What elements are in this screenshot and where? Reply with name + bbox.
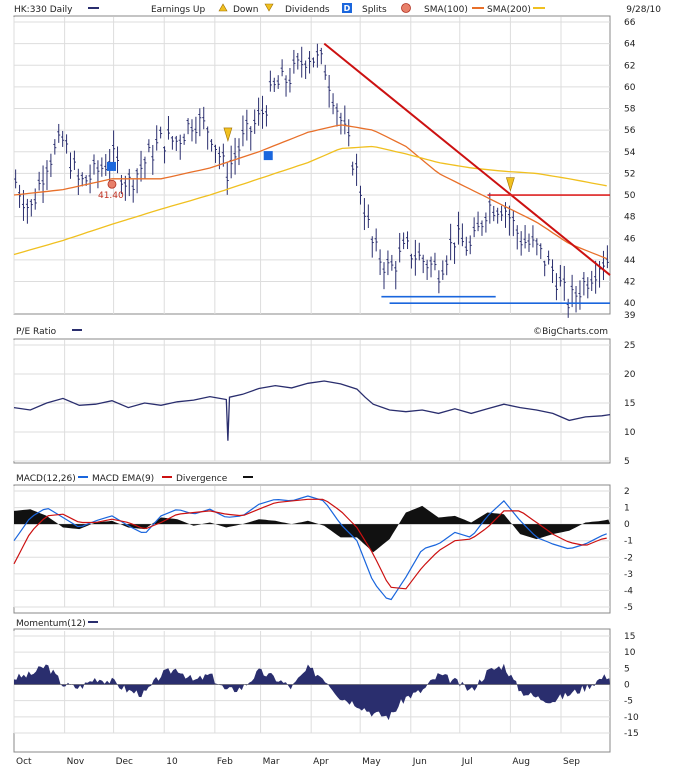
macd-y-tick-label: -3 xyxy=(624,570,633,580)
legend-down: Down xyxy=(233,5,259,15)
gridlines xyxy=(13,17,610,734)
price-y-tick-label: 54 xyxy=(624,148,636,158)
macd-panel-title: MACD(12,26) xyxy=(16,474,76,484)
x-tick-label: Mar xyxy=(263,757,280,767)
copyright-label: ©BigCharts.com xyxy=(533,327,608,337)
x-tick-label: Sep xyxy=(563,757,580,767)
pe-y-tick-label: 15 xyxy=(624,399,635,409)
dividend-marker xyxy=(263,151,273,161)
earnings-up-icon xyxy=(218,3,228,12)
momentum-area xyxy=(14,663,610,721)
legend-dividends: Dividends xyxy=(285,5,330,15)
price-y-tick-label: 66 xyxy=(624,18,636,28)
momentum-y-tick-label: -15 xyxy=(624,729,639,739)
symbol-label: HK:330 Daily xyxy=(14,5,73,15)
momentum-panel xyxy=(14,663,610,721)
x-axis: Oct Nov Dec 10 Feb Mar Apr May Jun Jul Aug Sep42444… xyxy=(16,18,639,767)
pe-y-tick-label: 10 xyxy=(624,428,636,438)
pe-y-tick-label: 5 xyxy=(624,457,630,467)
x-tick-label: May xyxy=(362,757,381,767)
sma100-line xyxy=(13,124,607,260)
earnings-down-marker xyxy=(505,177,515,192)
legend-sma100: SMA(100) xyxy=(424,5,468,15)
pe-panel-title: P/E Ratio xyxy=(16,327,57,337)
price-y-tick-label: 48 xyxy=(624,213,636,223)
price-panel-frame xyxy=(13,15,611,315)
pe-y-tick-label: 25 xyxy=(624,341,635,351)
momentum-y-tick-label: -10 xyxy=(624,713,639,723)
price-y-tick-label: 56 xyxy=(624,126,636,136)
split-annotation-label: 41.40 xyxy=(98,191,124,201)
x-tick-label: 10 xyxy=(166,757,178,767)
legend-splits: Splits xyxy=(362,5,387,15)
price-y-tick-label: 40 xyxy=(624,299,636,309)
split-icon xyxy=(401,3,411,13)
macd-line xyxy=(13,495,607,601)
price-y-tick-label: 42 xyxy=(624,278,635,288)
pe-y-tick-label: 20 xyxy=(624,370,636,380)
macd-panel-frame xyxy=(13,484,611,614)
pe-panel xyxy=(13,380,611,441)
dividend-marker xyxy=(106,161,116,171)
x-tick-label: Jun xyxy=(412,757,427,767)
macd-y-tick-label: 1 xyxy=(624,504,630,514)
momentum-y-tick-label: 0 xyxy=(624,681,630,691)
x-tick-label: Jul xyxy=(461,757,473,767)
dividend-icon xyxy=(342,3,352,13)
macd-ema-line xyxy=(13,498,607,590)
price-y-tick-label: 64 xyxy=(624,40,636,50)
price-y-tick-label: 50 xyxy=(624,191,636,201)
price-y-tick-label: 52 xyxy=(624,169,635,179)
divergence-label: Divergence xyxy=(176,474,228,484)
dividend-icon-letter: D xyxy=(344,4,351,13)
price-y-tick-label: 39 xyxy=(624,311,636,321)
x-tick-label: Aug xyxy=(512,757,530,767)
x-tick-label: Dec xyxy=(116,757,133,767)
x-tick-label: Apr xyxy=(313,757,329,767)
chart-date: 9/28/10 xyxy=(626,5,661,15)
split-marker xyxy=(107,179,117,189)
macd-divergence-area xyxy=(14,505,610,553)
price-y-tick-label: 46 xyxy=(624,234,636,244)
pe-ratio-line xyxy=(13,380,611,441)
pe-panel-frame xyxy=(13,338,611,464)
legend-earnings-up: Earnings Up xyxy=(151,5,206,15)
x-tick-label: Oct xyxy=(16,757,32,767)
macd-y-tick-label: 2 xyxy=(624,487,630,497)
momentum-y-tick-label: 15 xyxy=(624,632,635,642)
macd-panel xyxy=(13,495,610,601)
price-y-tick-label: 60 xyxy=(624,83,636,93)
macd-y-tick-label: -2 xyxy=(624,553,633,563)
downtrend-line xyxy=(323,42,611,276)
macd-y-tick-label: -1 xyxy=(624,537,633,547)
momentum-y-tick-label: 5 xyxy=(624,664,630,674)
x-tick-label: Feb xyxy=(217,757,233,767)
momentum-panel-title: Momentum(12) xyxy=(16,619,86,629)
sma200-line xyxy=(13,145,607,256)
momentum-y-tick-label: 10 xyxy=(624,648,636,658)
momentum-y-tick-label: -5 xyxy=(624,697,633,707)
x-tick-label: Nov xyxy=(67,757,85,767)
macd-ema-label: MACD EMA(9) xyxy=(92,474,154,484)
macd-y-tick-label: -4 xyxy=(624,586,633,596)
legend-sma200: SMA(200) xyxy=(487,5,531,15)
price-panel: 41.40 xyxy=(13,42,611,318)
price-y-tick-label: 58 xyxy=(624,105,636,115)
price-y-tick-label: 62 xyxy=(624,61,635,71)
earnings-down-marker xyxy=(223,127,233,142)
header-legend: HK:330 Daily Earnings Up Down Dividends … xyxy=(14,3,661,15)
macd-y-tick-label: -5 xyxy=(624,603,633,613)
earnings-down-icon xyxy=(264,3,274,12)
price-y-tick-label: 44 xyxy=(624,256,636,266)
macd-y-tick-label: 0 xyxy=(624,520,630,530)
